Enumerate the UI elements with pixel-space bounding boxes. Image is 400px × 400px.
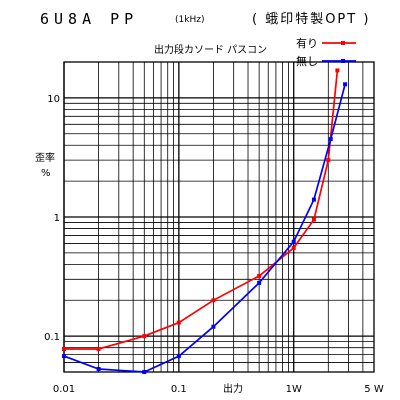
x-tick-label: 0.1 <box>171 384 187 395</box>
data-point <box>96 366 101 371</box>
data-point <box>343 82 348 87</box>
series-line <box>63 84 346 373</box>
data-point <box>257 273 262 278</box>
data-point <box>62 354 66 359</box>
legend-label: 無し <box>296 54 318 68</box>
data-point <box>142 370 147 374</box>
data-point <box>311 217 316 222</box>
y-tick-label: 10 <box>47 94 60 105</box>
data-point <box>257 280 262 285</box>
legend-caption: 出力段カソード パスコン <box>154 43 267 56</box>
data-point <box>291 239 296 244</box>
data-point <box>176 320 181 325</box>
chart-condition: (1kHz) <box>175 15 204 25</box>
legend-marker <box>341 59 345 63</box>
x-tick-label: 5 W <box>364 384 384 395</box>
x-tick-label: 1W <box>286 384 302 395</box>
data-point <box>96 346 101 351</box>
data-point <box>328 137 333 142</box>
series-layer <box>62 68 348 374</box>
y-tick-label: 0.1 <box>44 332 60 343</box>
data-point <box>211 324 216 329</box>
plot-frame <box>63 61 375 373</box>
chart-title: 6U8A PP <box>40 10 138 28</box>
data-point <box>211 298 216 303</box>
chart-grid <box>63 61 375 373</box>
series-line <box>64 70 339 350</box>
data-point <box>142 334 147 339</box>
data-point <box>62 346 66 351</box>
data-point <box>335 68 340 73</box>
data-point <box>326 158 331 163</box>
data-point <box>291 245 296 250</box>
legend-label: 有り <box>296 36 318 50</box>
legend-marker <box>341 41 345 45</box>
y-axis-unit: % <box>41 168 51 179</box>
y-axis-label: 歪率 <box>35 151 55 164</box>
x-axis-label: 出力 <box>223 382 243 395</box>
tick-labels: 0.01 0.1 1W 5 W 10 1 0.1 <box>44 94 384 395</box>
data-point <box>311 197 316 202</box>
y-tick-label: 1 <box>54 213 60 224</box>
chart-note: ( 蛾印特製OPT ) <box>252 12 370 27</box>
x-tick-label: 0.01 <box>53 384 75 395</box>
data-point <box>176 354 181 359</box>
